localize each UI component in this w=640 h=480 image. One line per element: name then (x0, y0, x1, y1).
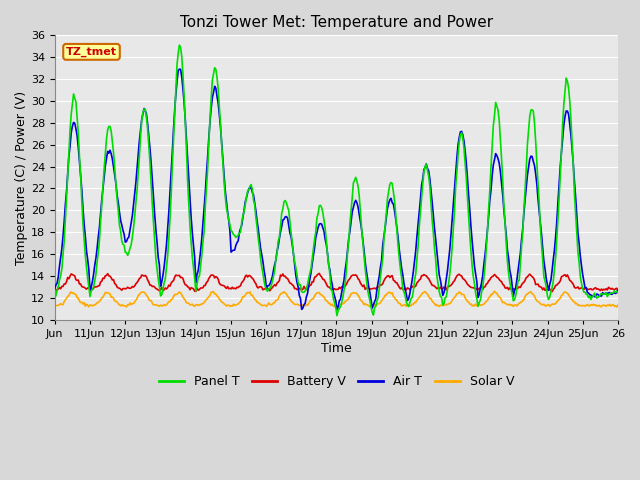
Air T (289, 251, 297, 257)
Solar V (289, 299, 296, 305)
Battery V (289, 282, 296, 288)
Line: Battery V: Battery V (55, 274, 618, 291)
Solar V (366, 304, 374, 310)
Panel T (227, 228, 235, 233)
Air T (564, 111, 572, 117)
Line: Solar V: Solar V (55, 291, 618, 307)
Panel T (564, 85, 572, 91)
Battery V (466, 284, 474, 289)
Battery V (394, 282, 402, 288)
Solar V (614, 302, 622, 308)
Air T (175, 66, 183, 72)
Air T (227, 249, 235, 255)
Solar V (465, 299, 472, 305)
Air T (396, 247, 403, 252)
Y-axis label: Temperature (C) / Power (V): Temperature (C) / Power (V) (15, 91, 28, 264)
Battery V (367, 286, 375, 292)
Air T (467, 224, 475, 230)
Panel T (51, 295, 59, 300)
Air T (51, 286, 59, 292)
Line: Air T: Air T (55, 69, 618, 310)
Battery V (614, 288, 622, 294)
X-axis label: Time: Time (321, 342, 352, 355)
Solar V (51, 303, 59, 309)
Solar V (393, 297, 401, 303)
Solar V (491, 288, 499, 294)
Panel T (614, 290, 622, 296)
Text: TZ_tmet: TZ_tmet (66, 47, 117, 57)
Solar V (564, 290, 572, 296)
Battery V (226, 286, 234, 291)
Panel T (175, 42, 183, 48)
Panel T (369, 310, 376, 315)
Title: Tonzi Tower Met: Temperature and Power: Tonzi Tower Met: Temperature and Power (180, 15, 493, 30)
Line: Panel T: Panel T (55, 45, 618, 316)
Battery V (564, 275, 572, 280)
Air T (614, 287, 622, 293)
Air T (369, 305, 376, 311)
Battery V (316, 271, 323, 276)
Panel T (467, 249, 475, 254)
Legend: Panel T, Battery V, Air T, Solar V: Panel T, Battery V, Air T, Solar V (154, 370, 519, 393)
Air T (333, 307, 340, 312)
Panel T (396, 255, 403, 261)
Battery V (51, 286, 59, 292)
Battery V (548, 288, 556, 294)
Solar V (613, 304, 621, 310)
Panel T (333, 313, 340, 319)
Panel T (289, 251, 297, 257)
Solar V (226, 303, 234, 309)
